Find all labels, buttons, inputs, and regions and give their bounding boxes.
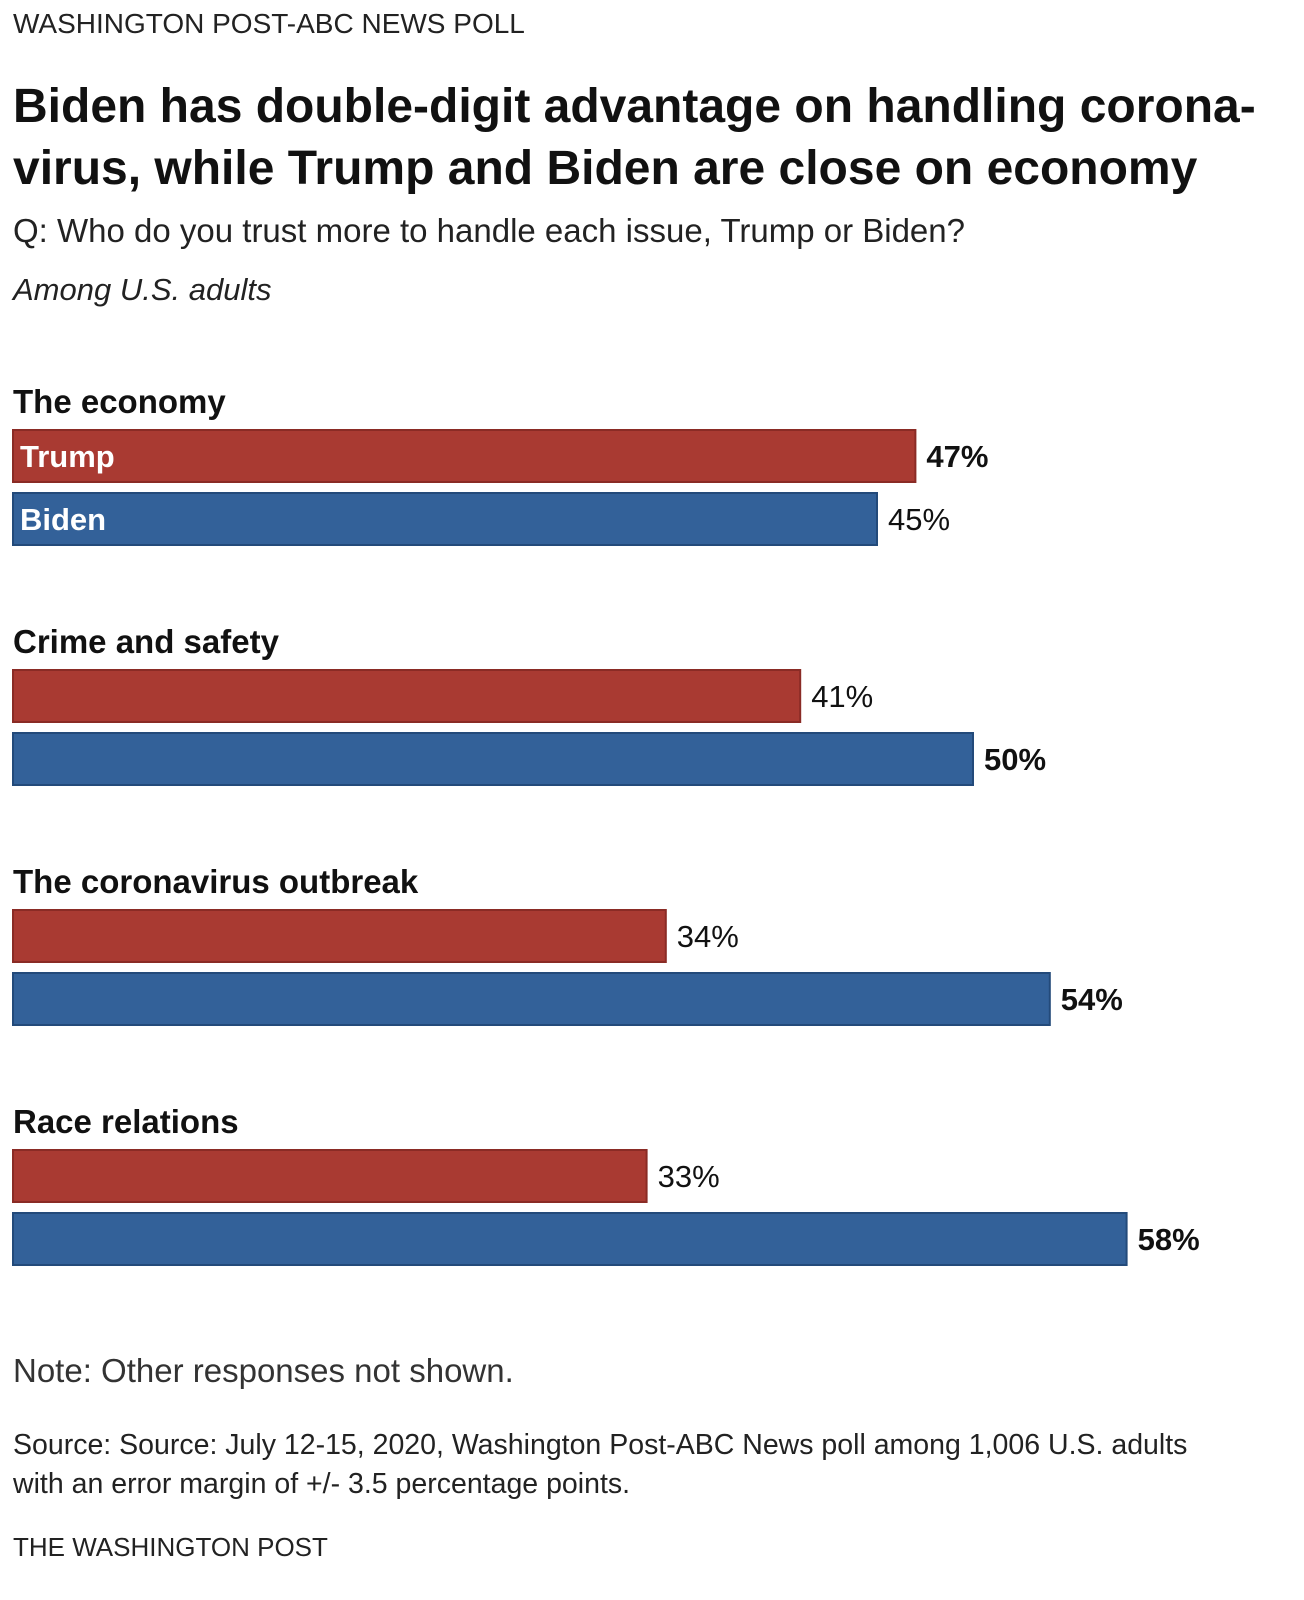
- category-label: The economy: [13, 383, 226, 420]
- value-label-biden: 54%: [1061, 982, 1123, 1017]
- value-label-trump: 47%: [926, 439, 988, 474]
- bar-biden: [12, 972, 1051, 1026]
- bar-trump: [12, 669, 802, 723]
- source: Source: Source: July 12-15, 2020, Washin…: [13, 1426, 1283, 1504]
- bar-biden: [12, 492, 878, 546]
- chart-title-line-1: Biden has double-digit advantage on hand…: [13, 80, 1256, 133]
- category-label: Crime and safety: [13, 623, 280, 660]
- note: Note: Other responses not shown.: [13, 1352, 514, 1389]
- source-line-1: Source: Source: July 12-15, 2020, Washin…: [13, 1429, 1188, 1461]
- credit: THE WASHINGTON POST: [13, 1532, 328, 1562]
- chart-subtitle: Q: Who do you trust more to handle each …: [13, 212, 965, 249]
- category-label: Race relations: [13, 1103, 239, 1140]
- bar-trump: [12, 1149, 648, 1203]
- category-label: The coronavirus outbreak: [13, 863, 419, 900]
- series-label-biden: Biden: [20, 502, 106, 537]
- bar-biden: [12, 1212, 1128, 1266]
- value-label-trump: 41%: [811, 679, 873, 714]
- value-label-trump: 33%: [658, 1159, 720, 1194]
- chart-title-line-2: virus, while Trump and Biden are close o…: [13, 142, 1198, 195]
- bar-trump: [12, 429, 917, 483]
- value-label-trump: 34%: [677, 919, 739, 954]
- kicker: WASHINGTON POST-ABC NEWS POLL: [13, 8, 525, 39]
- value-label-biden: 58%: [1138, 1222, 1200, 1257]
- population-label: Among U.S. adults: [13, 272, 272, 307]
- chart-title: Biden has double-digit advantage on hand…: [13, 76, 1293, 200]
- value-label-biden: 50%: [984, 742, 1046, 777]
- bar-trump: [12, 909, 667, 963]
- source-line-2: with an error margin of +/- 3.5 percenta…: [13, 1468, 631, 1500]
- bar-biden: [12, 732, 974, 786]
- series-label-trump: Trump: [20, 439, 115, 474]
- value-label-biden: 45%: [888, 502, 950, 537]
- bar-chart: The economy 47% Trump 45% Biden Crime and saf…: [12, 383, 1200, 1266]
